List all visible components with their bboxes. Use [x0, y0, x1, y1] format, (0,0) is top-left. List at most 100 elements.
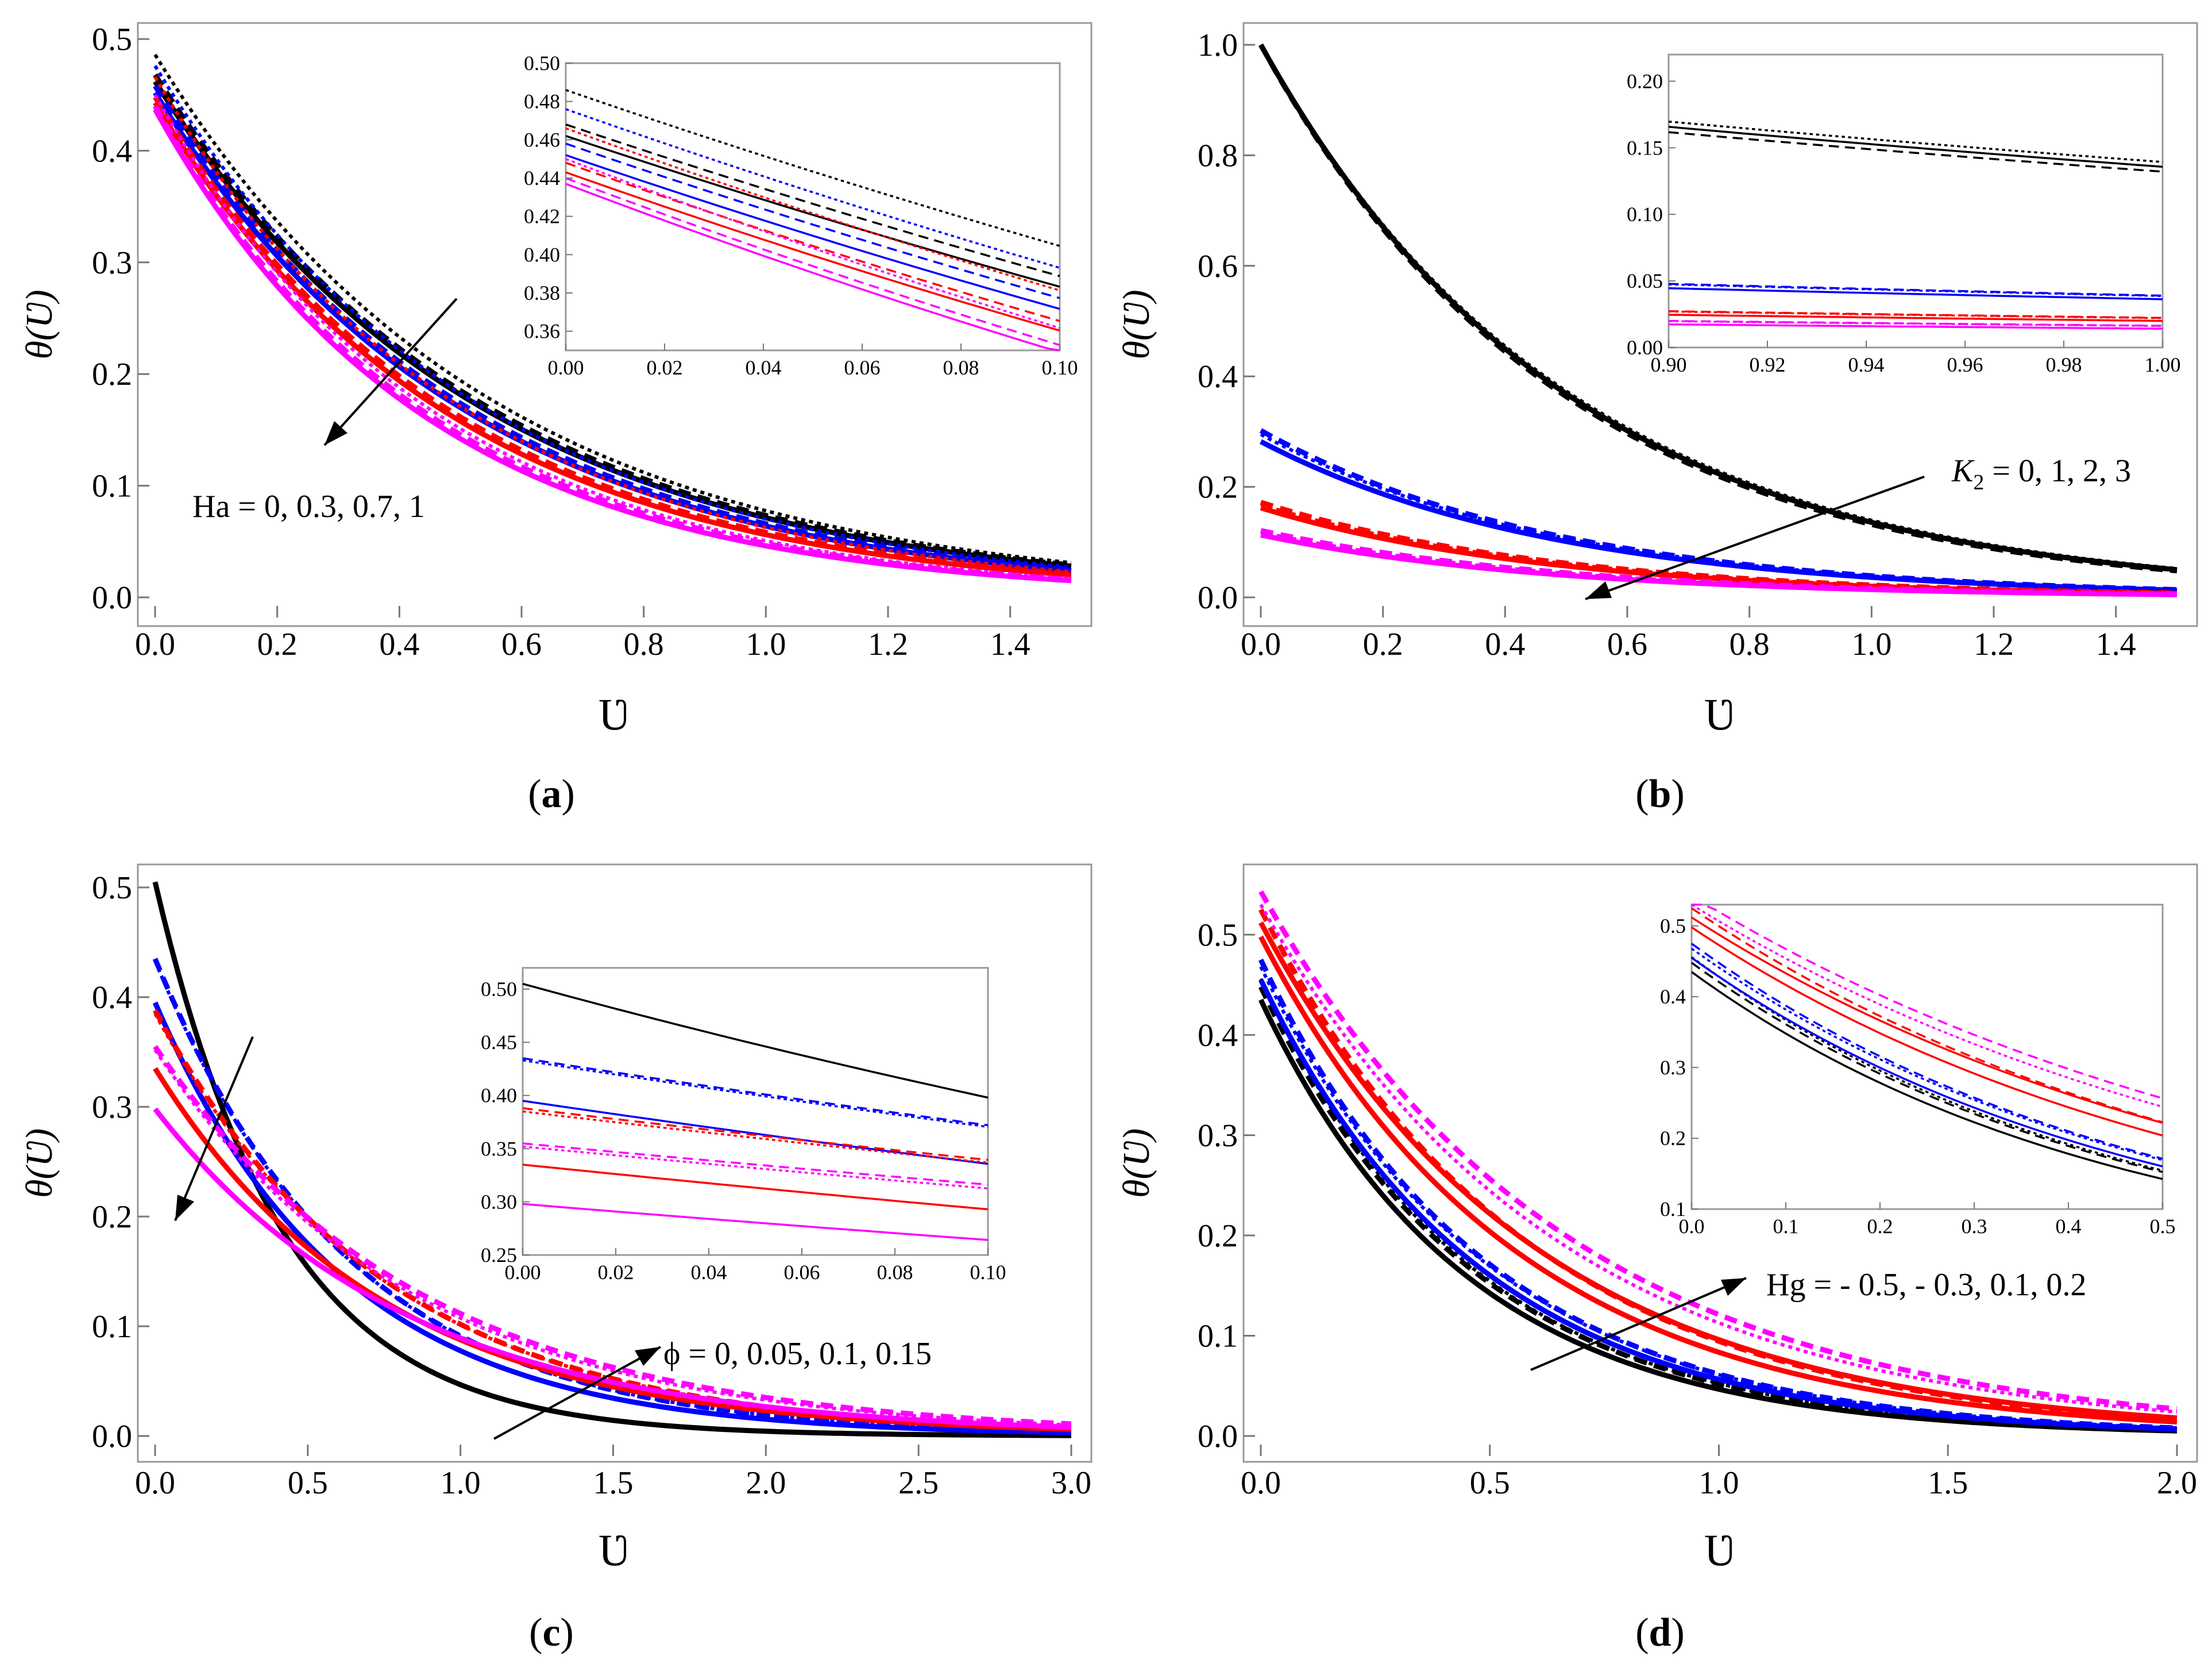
- panel-c-inset-xtick-label-1: 0.02: [598, 1261, 634, 1284]
- panel-d-inset-ytick-label-0: 0.1: [1660, 1198, 1686, 1221]
- panel-a-inset-xtick-label-1: 0.02: [647, 356, 683, 379]
- panel-d-axes: 0.0 0.5 1.0 1.5 2.00.00.10.20.30.40.5: [1198, 917, 2197, 1501]
- panel-a-inset-series-2: [565, 89, 1060, 247]
- panel-c-series-9: [153, 1049, 1072, 1427]
- panel-b-inset-ytick-label-0: 0.00: [1627, 336, 1663, 359]
- panel-c-series: [152, 881, 1072, 1438]
- panel-b-xtick-label-3: 0.6: [1607, 627, 1647, 662]
- panel-d-frame: [1242, 863, 2198, 1463]
- panel-d-inset-series-10: [1691, 904, 2163, 1108]
- panel-c-ytick-label-0: 0.0: [92, 1419, 132, 1454]
- panel-c-series-7: [153, 1107, 1072, 1430]
- panel-c-inset-series-2: [522, 1057, 989, 1126]
- panel-d-inset: 0.0 0.1 0.2 0.3 0.4 0.50.10.20.30.40.5: [1660, 904, 2176, 1238]
- panel-b-series: [1259, 43, 2178, 597]
- panel-c-xtick-label-2: 1.0: [441, 1465, 481, 1501]
- panel-c-inset-ytick-label-5: 0.50: [481, 978, 517, 1001]
- panel-c-ytick-label-5: 0.5: [92, 870, 132, 906]
- panel-a-inset-series: [565, 89, 1060, 352]
- panel-b-inset-axes: 0.90 0.92 0.94 0.96 0.98 1.00 0.00 0.05 0.10 0.15…: [1627, 70, 2181, 376]
- panel-a-arrow: [323, 298, 458, 446]
- panel-a-xtick-label-0: 0.0: [135, 627, 175, 662]
- panel-d-inset-ytick-label-4: 0.5: [1660, 914, 1686, 937]
- panel-a-inset-ytick-label-2: 0.40: [524, 243, 560, 266]
- panel-b-inset-series-2: [1668, 120, 2163, 163]
- panel-b-series-2: [1259, 44, 2178, 570]
- panel-a-inset: 0.00 0.02 0.04 0.06 0.08 0.10 0.36 0.38 0.40 0.42…: [524, 52, 1078, 379]
- panel-a-inset-series-8: [565, 127, 1060, 292]
- panel-a-ylabel: θ(Ʋ): [18, 289, 60, 359]
- panel-b-series-11: [1260, 530, 2178, 596]
- panel-b-ytick-label-0: 0.0: [1198, 580, 1238, 616]
- panel-b-inset-series-5: [1668, 283, 2163, 298]
- panel-a: 0.0 0.2 0.4 0.6 0.8 1.0 1.2 1.40.00.10.20.30.40…: [18, 22, 1093, 816]
- panel-c-caption: (c): [529, 1611, 574, 1655]
- panel-b-xtick-label-5: 1.0: [1851, 627, 1891, 662]
- panel-c-frame: [137, 863, 1093, 1463]
- panel-d-inset-series-8: [1691, 916, 2163, 1124]
- panel-d-ylabel: θ(Ʋ): [1115, 1128, 1157, 1198]
- panel-d-inset-xtick-label-3: 0.3: [1962, 1215, 1987, 1238]
- panel-c-xtick-label-4: 2.0: [746, 1465, 786, 1501]
- panel-c-inset-ytick-label-3: 0.40: [481, 1084, 517, 1107]
- panel-b-inset-series-6: [1668, 314, 2163, 322]
- panel-a-ytick-label-2: 0.2: [92, 357, 132, 392]
- panel-a-inset-ytick-label-3: 0.42: [524, 205, 560, 228]
- panel-c-arrow2: [493, 1346, 661, 1440]
- panel-c-inset-xtick-label-3: 0.06: [784, 1261, 820, 1284]
- panel-a-xtick-label-3: 0.6: [501, 627, 542, 662]
- panel-b-annotation-values: = 0, 1, 2, 3: [1984, 453, 2131, 489]
- panel-b-inset-series-11: [1668, 320, 2163, 327]
- panel-d-series-4: [1258, 958, 2178, 1431]
- panel-a-xlabel: Ʋ: [599, 689, 631, 739]
- panel-d-arrow: [1530, 1277, 1747, 1371]
- panel-b-inset-xtick-label-2: 0.94: [1848, 353, 1885, 376]
- panel-a-inset-xtick-label-4: 0.08: [943, 356, 979, 379]
- panel-a-ytick-label-3: 0.3: [92, 245, 132, 281]
- panel-a-inset-ytick-label-0: 0.36: [524, 320, 560, 343]
- panel-b-inset-series-0: [1668, 126, 2163, 168]
- panel-d-xtick-label-0: 0.0: [1241, 1465, 1281, 1501]
- panel-d-inset-series-3: [1690, 956, 2163, 1168]
- panel-b-arrowhead: [1585, 581, 1612, 599]
- panel-b-xtick-label-0: 0.0: [1241, 627, 1281, 662]
- panel-a-ytick-label-0: 0.0: [92, 580, 132, 616]
- panel-a-series: [153, 53, 1072, 584]
- panel-d-inset-series-2: [1690, 956, 2163, 1172]
- panel-b-series-1: [1259, 43, 2178, 574]
- panel-a-xtick-label-2: 0.4: [379, 627, 419, 662]
- panel-b-xtick-label-6: 1.2: [1974, 627, 2014, 662]
- panel-a-inset-series-7: [565, 161, 1060, 322]
- panel-b-inset-ytick-label-3: 0.15: [1627, 136, 1663, 159]
- panel-a-inset-xtick-label-2: 0.04: [746, 356, 782, 379]
- panel-c-inset-series-0: [522, 983, 989, 1099]
- panel-b-inset-series-1: [1668, 131, 2163, 173]
- panel-b-ytick-label-3: 0.6: [1198, 249, 1238, 284]
- panel-d-ytick-label-2: 0.2: [1198, 1218, 1238, 1254]
- panel-d-inset-series-4: [1690, 943, 2163, 1160]
- panel-c-ylabel: θ(Ʋ): [18, 1128, 60, 1198]
- panel-d-xtick-label-3: 1.5: [1928, 1465, 1968, 1501]
- panel-a-ytick-label-1: 0.1: [92, 469, 132, 504]
- panel-b-inset-ytick-label-1: 0.05: [1627, 269, 1663, 292]
- panel-d-arrowhead: [1721, 1278, 1746, 1296]
- panel-c-inset-ytick-label-1: 0.30: [481, 1190, 517, 1213]
- panel-b-annotation: K2 = 0, 1, 2, 3: [1951, 453, 2131, 495]
- panel-d-inset-series-0: [1690, 971, 2163, 1180]
- panel-c-ytick-label-2: 0.2: [92, 1199, 132, 1235]
- panel-d-series-10: [1259, 904, 2178, 1414]
- panel-c-xtick-label-1: 0.5: [288, 1465, 328, 1501]
- panel-b-inset-ytick-label-4: 0.20: [1627, 70, 1663, 92]
- panel-c-inset-series-7: [522, 1203, 989, 1241]
- panel-d-series: [1258, 890, 2178, 1434]
- panel-c-inset-series-9: [522, 1145, 989, 1190]
- panel-c-inset-series-4: [522, 1163, 989, 1211]
- panel-a-inset-ytick-label-6: 0.48: [524, 90, 560, 113]
- panel-a-xtick-label-5: 1.0: [746, 627, 786, 662]
- panel-c-annotation: ϕ = 0, 0.05, 0.1, 0.15: [663, 1336, 932, 1372]
- panel-d-inset-xtick-label-5: 0.5: [2150, 1215, 2176, 1238]
- panel-b-ytick-label-2: 0.4: [1198, 359, 1238, 395]
- panel-d-inset-series: [1690, 904, 2163, 1180]
- panel-c-inset-ytick-label-4: 0.45: [481, 1031, 517, 1054]
- panel-d-ytick-label-3: 0.3: [1198, 1118, 1238, 1153]
